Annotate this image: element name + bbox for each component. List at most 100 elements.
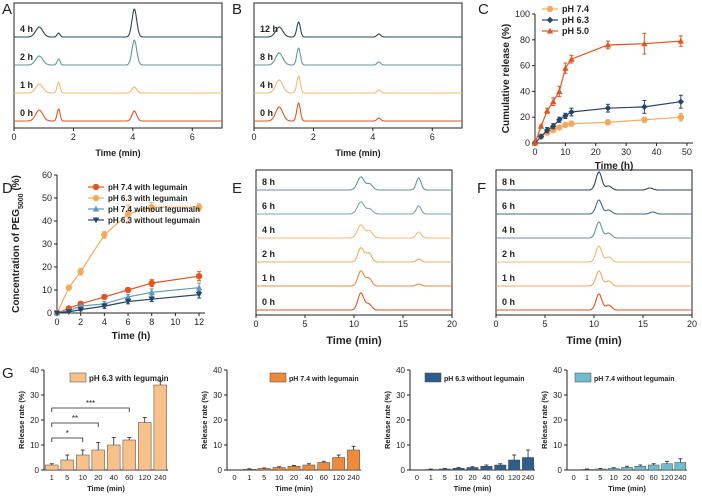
bar (242, 469, 256, 471)
x-tick-label: 8 (149, 317, 154, 327)
series-line (534, 116, 681, 144)
data-point (556, 116, 563, 123)
trace-label: 1 h (262, 273, 275, 283)
x-tick-label: 120 (332, 473, 345, 482)
data-point (677, 37, 685, 44)
trace-label: 0 h (260, 108, 273, 118)
trace-2h (14, 39, 222, 66)
trace-label: 6 h (502, 201, 515, 211)
x-tick-label: 60 (320, 473, 328, 482)
plot-border (255, 169, 453, 316)
x-tick-label: 20 (447, 319, 457, 329)
x-axis-label: Time (min) (87, 484, 125, 493)
x-tick-label: 10 (560, 147, 570, 157)
data-point (77, 306, 84, 313)
legend-label: pH 7.4 with legumain (108, 183, 188, 192)
data-point (543, 107, 551, 114)
x-tick-label: 20 (591, 147, 601, 157)
x-tick-label: 2 (78, 317, 83, 327)
data-point (562, 64, 569, 71)
data-point (124, 298, 132, 305)
y-tick-label: 30 (396, 391, 405, 400)
y-tick-label: 0 (558, 466, 563, 475)
legend-label: pH 6.3 with legumain (89, 374, 169, 383)
bar (661, 463, 673, 471)
data-point (562, 121, 569, 129)
y-tick-label: 30 (30, 391, 39, 400)
trace-label: 12 h (260, 24, 278, 34)
bar (107, 444, 121, 471)
y-tick-label: 40 (30, 366, 39, 375)
x-tick-label: 0 (493, 319, 498, 329)
y-tick-label: 0 (47, 308, 52, 318)
data-point (53, 310, 61, 317)
x-tick-label: 4 (370, 132, 375, 142)
y-tick-label: 40 (42, 216, 52, 226)
trace-0h (256, 292, 452, 311)
plot-border (495, 169, 693, 316)
x-axis-label: Time (min) (566, 335, 622, 347)
bar (522, 457, 534, 471)
bar (621, 467, 633, 471)
panel-letter-c: C (478, 1, 489, 18)
x-tick-label: 6 (430, 132, 435, 142)
bar (508, 459, 521, 471)
x-tick-label: 240 (154, 473, 167, 482)
x-tick-label: 6 (190, 132, 195, 142)
significance-bracket (51, 437, 84, 442)
trace-label: 0 h (262, 297, 275, 307)
x-tick-label: 2 (311, 132, 316, 142)
legend-swatch (424, 372, 442, 383)
significance-label: * (66, 429, 69, 438)
data-point (101, 293, 108, 301)
y-tick-label: 60 (42, 170, 52, 180)
bar (153, 384, 167, 471)
bar (76, 454, 90, 471)
data-point (531, 139, 539, 146)
y-tick-label: 30 (42, 239, 52, 249)
data-point (77, 268, 84, 275)
x-tick-label: 10 (589, 319, 599, 329)
bar (466, 467, 479, 471)
trace-1h (256, 270, 452, 287)
data-point (124, 210, 132, 218)
x-tick-label: 10 (275, 473, 283, 482)
x-tick-label: 20 (687, 319, 697, 329)
legend-label: pH 7.4 with legumain (289, 376, 359, 383)
trace-6h (256, 201, 452, 215)
data-point (604, 104, 612, 112)
trace-4h (14, 8, 222, 38)
trace-8h (254, 47, 462, 66)
series-line (534, 101, 681, 144)
chromatogram-f: 0 5 10 15 20 Time (min) 8 h 6 h 4 h 2 h 1 h 0 h (493, 169, 697, 347)
data-point (546, 5, 554, 13)
bar (424, 469, 437, 471)
data-point (148, 289, 155, 295)
x-axis-label: Time (h) (595, 161, 634, 172)
data-point (124, 293, 132, 300)
x-tick-label: 15 (398, 319, 408, 329)
trace-6h (496, 199, 692, 215)
bar (138, 422, 152, 471)
data-point (604, 119, 612, 126)
x-axis-label: Time (h) (112, 331, 151, 342)
x-tick-label: 10 (454, 473, 462, 482)
data-point (641, 103, 648, 111)
y-tick-label: 20 (396, 416, 405, 425)
trace-1h (496, 270, 692, 287)
x-tick-label: 0 (251, 132, 256, 142)
trace-label: 8 h (502, 177, 515, 187)
y-tick-label: 20 (520, 112, 530, 122)
x-tick-label: 0 (232, 473, 236, 482)
x-tick-label: 4 (130, 132, 135, 142)
legend-swatch (69, 372, 87, 383)
bar (452, 468, 465, 471)
y-tick-label: 60 (520, 61, 530, 71)
x-tick-label: 5 (302, 319, 307, 329)
legend-label: pH 6.3 without legumain (444, 376, 525, 383)
data-point (568, 120, 575, 127)
bar-chart-g3: 0 10 20 30 40 0 1 5 10 20 40 60 120 240 Time (min) Rele… (383, 366, 535, 493)
y-tick-label: 30 (553, 391, 562, 400)
x-axis-label: Time (min) (608, 484, 646, 493)
